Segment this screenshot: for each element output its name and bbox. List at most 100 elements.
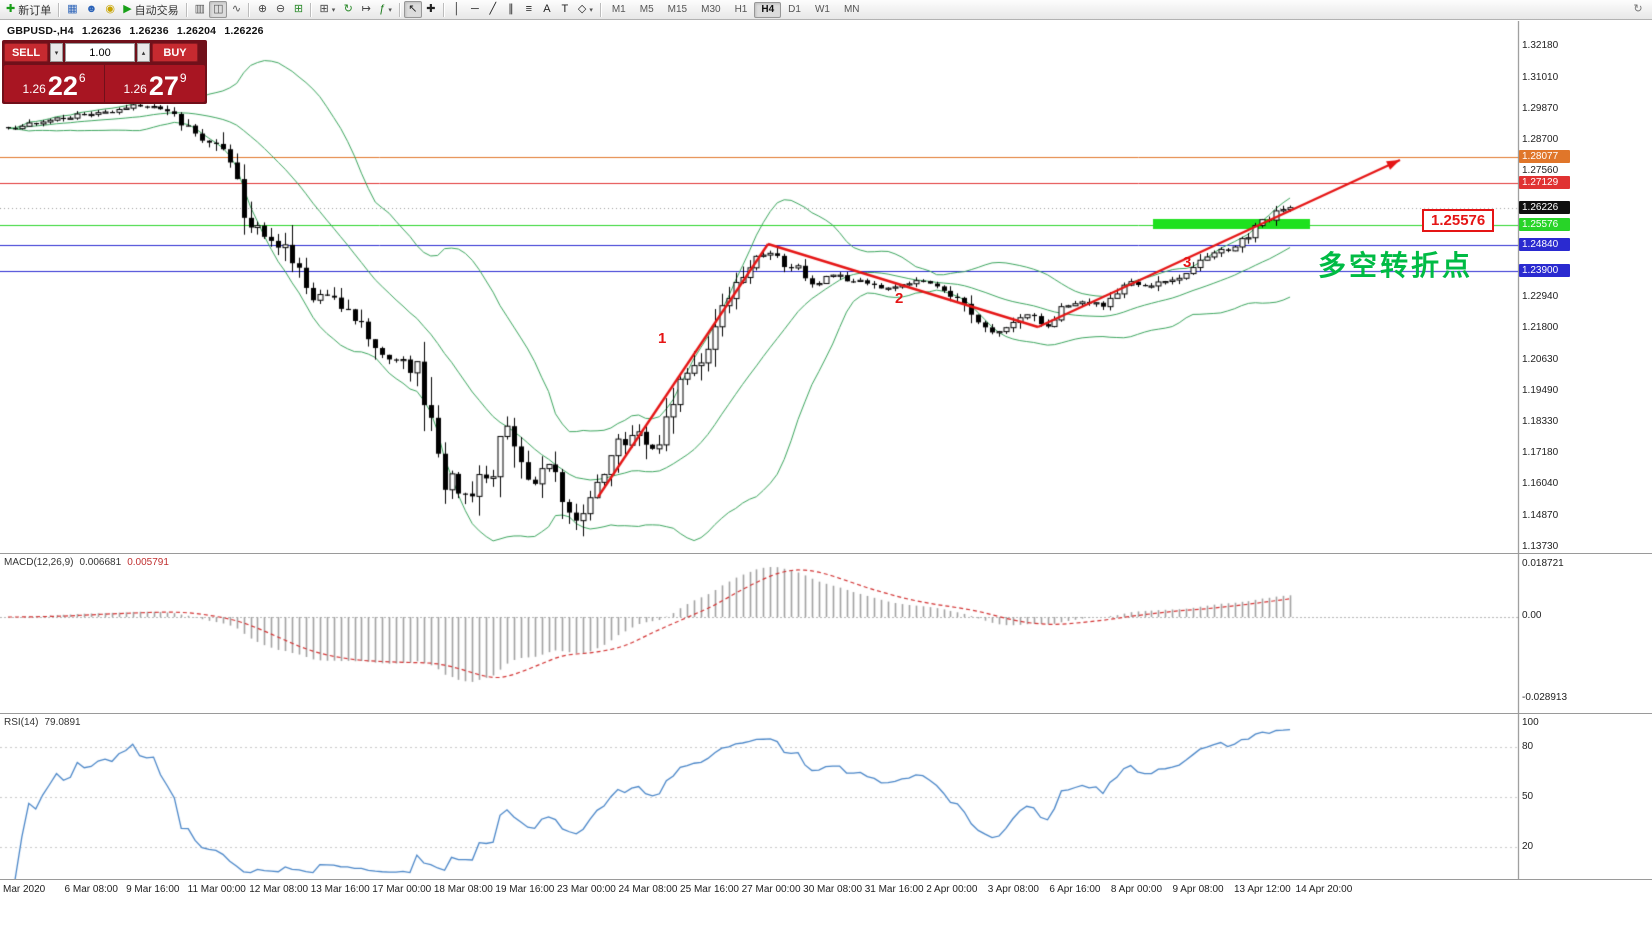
hline-icon: ─ [470,3,479,15]
timeframe-h4-button[interactable]: H4 [754,1,782,18]
horizontal-line-tool-button[interactable]: ─ [466,1,484,18]
macd-axis-label: -0.028913 [1522,692,1568,703]
label-tool-button[interactable]: T [556,1,574,18]
sell-price-display[interactable]: 1.26 22 6 [4,65,104,102]
sell-button[interactable]: SELL [4,43,48,62]
wave-label-2[interactable]: 2 [895,290,904,307]
rsi-header: RSI(14) 79.0891 [4,717,87,728]
price-tick: 1.31010 [1522,71,1559,83]
time-label: 24 Mar 08:00 [618,884,678,895]
wave-label-3[interactable]: 3 [1183,254,1192,271]
cursor-icon: ↖ [408,3,418,15]
charts-window-button[interactable]: ▦ [63,1,81,18]
time-label: Mar 2020 [3,884,46,895]
text-icon: A [543,3,551,15]
cursor-tool-button[interactable]: ↖ [403,1,422,18]
toolbar-divider [310,2,313,17]
new-chart-icon: ⊞ [319,3,329,15]
toolbar-divider [185,2,188,17]
time-label: 13 Mar 16:00 [310,884,370,895]
price-divider [104,65,105,102]
chart-text-annotation[interactable]: 多空转折点 [1318,250,1474,281]
macd-panel-canvas[interactable] [0,554,1652,713]
channel-tool-button[interactable]: ∥ [502,1,520,18]
zoom-in-button[interactable]: ⊕ [253,1,271,18]
trendline-icon: ╱ [489,3,497,15]
volume-decrement-button[interactable]: ▾ [50,43,63,62]
price-callout-label[interactable]: 1.25576 [1422,209,1495,232]
main-chart-canvas[interactable] [0,21,1652,553]
time-label: 25 Mar 16:00 [680,884,739,895]
price-tick: 1.16040 [1522,478,1559,490]
line-chart-mode-button[interactable]: ∿ [227,1,245,18]
vertical-line-tool-button[interactable]: │ [448,1,466,18]
clock-button[interactable]: ↻ [1629,1,1647,18]
sell-price-big: 22 [47,71,78,101]
timeframe-h1-button[interactable]: H1 [728,2,755,18]
label-icon: T [561,3,569,15]
rsi-panel-canvas[interactable] [0,714,1652,879]
panel-separator[interactable] [0,553,1652,554]
toolbar-divider [599,2,602,17]
low-value: 1.26204 [176,25,217,37]
community-button[interactable]: ◉ [101,1,119,18]
time-axis: Mar 2020 6 Mar 08:00 9 Mar 16:00 11 Mar 00:… [0,880,1652,948]
profile-button[interactable]: ☻ [82,1,102,18]
panel-separator [0,879,1652,880]
timeframe-mn-button[interactable]: MN [837,2,867,18]
bars-icon: ▥ [194,3,206,15]
buy-button[interactable]: BUY [152,43,198,62]
toolbar-divider [442,2,445,17]
zoom-out-button[interactable]: ⊖ [271,1,289,18]
auto-trading-button[interactable]: ▶ 自动交易 [119,1,182,18]
shapes-tool-button[interactable]: ◇ ▾ [574,1,597,18]
price-tick: 1.21800 [1522,321,1559,333]
indicators-icon: ƒ [379,3,386,15]
timeframe-m30-button[interactable]: M30 [694,2,727,18]
new-order-label: 新订单 [18,4,52,17]
line-icon: ∿ [231,3,242,15]
candles-icon: ◫ [213,3,224,15]
auto-scroll-button[interactable]: ↻ [339,1,357,18]
time-label: 23 Mar 00:00 [556,884,616,895]
new-order-button[interactable]: ✚ 新订单 [2,1,55,18]
time-label: 2 Apr 00:00 [926,884,978,895]
volume-increment-button[interactable]: ▴ [137,43,150,62]
caret-down-icon: ▾ [589,6,593,14]
timeframe-m15-button[interactable]: M15 [661,2,694,18]
symbol-label: GBPUSD-,H4 [7,25,74,37]
volume-input[interactable] [65,43,135,62]
candle-chart-mode-button[interactable]: ◫ [209,1,228,18]
price-tag-bid: 1.26226 [1519,200,1570,214]
profile-icon: ☻ [85,3,98,15]
time-label: 17 Mar 00:00 [372,884,432,895]
buy-price-display[interactable]: 1.26 27 9 [105,65,205,102]
chart-shift-button[interactable]: ↦ [357,1,375,18]
time-label: 18 Mar 08:00 [433,884,493,895]
timeframe-w1-button[interactable]: W1 [808,2,837,18]
new-chart-button[interactable]: ⊞ ▾ [315,1,339,18]
indicators-button[interactable]: ƒ ▾ [375,1,396,18]
macd-main-value: 0.006681 [79,557,122,568]
shapes-icon: ◇ [577,3,587,15]
rsi-axis-label: 50 [1522,791,1534,802]
wave-label-1[interactable]: 1 [658,330,667,347]
sell-price-sup: 6 [78,71,86,85]
crosshair-tool-button[interactable]: ✚ [422,1,440,18]
trendline-tool-button[interactable]: ╱ [484,1,502,18]
bar-chart-mode-button[interactable]: ▥ [191,1,209,18]
price-tick: 1.14870 [1522,510,1559,522]
tile-windows-button[interactable]: ⊞ [289,1,307,18]
timeframe-m1-button[interactable]: M1 [605,2,633,18]
time-label: 3 Apr 08:00 [987,884,1039,895]
fibonacci-tool-button[interactable]: ≡ [520,1,538,18]
panel-separator[interactable] [0,713,1652,714]
chart-window-icon: ▦ [67,3,78,15]
rsi-value: 79.0891 [44,717,81,728]
timeframe-m5-button[interactable]: M5 [633,2,661,18]
text-tool-button[interactable]: A [538,1,556,18]
buy-price-big: 27 [148,71,179,101]
timeframe-d1-button[interactable]: D1 [781,2,808,18]
macd-header: MACD(12,26,9) 0.006681 0.005791 [4,557,175,568]
auto-trading-label: 自动交易 [134,4,179,17]
